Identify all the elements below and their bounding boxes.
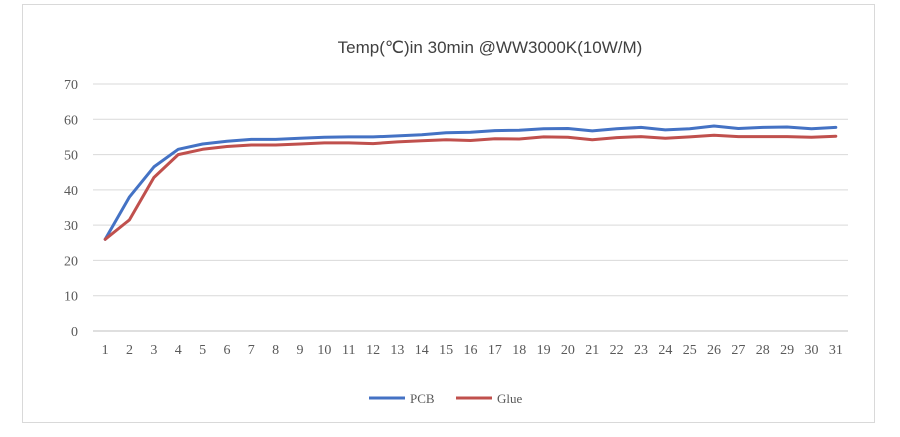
x-tick-label: 22 [610,343,624,358]
y-tick-label: 60 [64,113,78,128]
x-tick-label: 30 [804,343,818,358]
legend: PCB Glue [369,391,523,406]
x-tick-label: 5 [199,343,206,358]
x-tick-label: 29 [780,343,794,358]
x-tick-label: 3 [150,343,157,358]
x-axis-ticks: 1 2 3 4 5 6 7 8 9 10 11 12 13 14 15 16 17 18 19 20 21 22 23 24 2… [102,343,843,358]
x-tick-label: 23 [634,343,648,358]
series-line-pcb [103,124,838,241]
y-axis-ticks: 0 10 20 30 40 50 60 70 [64,78,78,340]
y-tick-label: 30 [64,219,78,234]
y-tick-label: 40 [64,184,78,199]
x-tick-label: 12 [366,343,380,358]
x-tick-label: 8 [272,343,279,358]
x-tick-label: 1 [102,343,109,358]
x-tick-label: 16 [464,343,478,358]
y-tick-label: 70 [64,78,78,93]
x-tick-label: 7 [248,343,255,358]
legend-label-pcb: PCB [410,391,435,406]
x-tick-label: 17 [488,343,502,358]
x-tick-label: 25 [683,343,697,358]
chart-title: Temp(℃)in 30min @WW3000K(10W/M) [338,38,643,57]
x-tick-label: 19 [537,343,551,358]
y-tick-label: 10 [64,290,78,305]
x-tick-label: 28 [756,343,770,358]
y-tick-label: 50 [64,149,78,164]
x-tick-label: 9 [297,343,304,358]
x-tick-label: 24 [658,343,672,358]
x-tick-label: 11 [342,343,355,358]
x-tick-label: 20 [561,343,575,358]
chart-frame [22,4,875,423]
series-line-glue [103,133,838,241]
grid-lines [93,83,848,332]
x-tick-label: 18 [512,343,526,358]
x-tick-label: 21 [585,343,599,358]
legend-label-glue: Glue [497,391,523,406]
y-tick-label: 0 [71,325,78,340]
x-tick-label: 14 [415,343,429,358]
x-tick-label: 13 [390,343,404,358]
x-tick-label: 6 [223,343,230,358]
x-tick-label: 15 [439,343,453,358]
y-tick-label: 20 [64,254,78,269]
x-tick-label: 2 [126,343,133,358]
x-tick-label: 31 [829,343,843,358]
x-tick-label: 4 [175,343,182,358]
x-tick-label: 10 [317,343,331,358]
x-tick-label: 27 [731,343,745,358]
series-lines [103,124,838,241]
x-tick-label: 26 [707,343,721,358]
